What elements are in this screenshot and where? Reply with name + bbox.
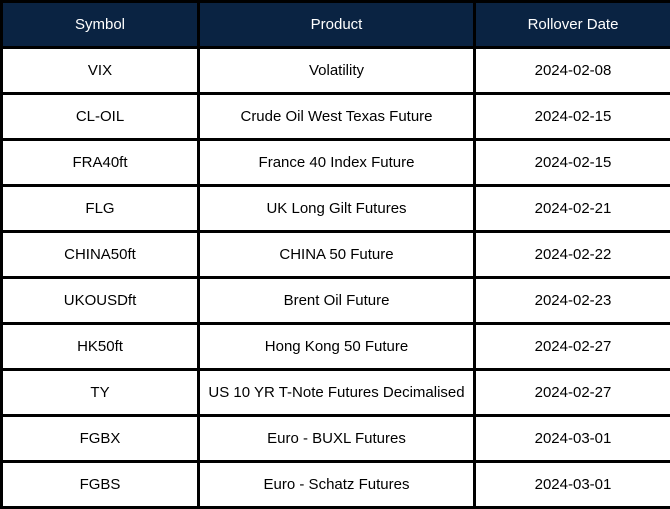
rollover-date-cell: 2024-02-08: [475, 48, 670, 94]
product-cell: US 10 YR T-Note Futures Decimalised: [199, 370, 475, 416]
product-cell: France 40 Index Future: [199, 140, 475, 186]
rollover-date-cell: 2024-02-15: [475, 140, 670, 186]
product-cell: CHINA 50 Future: [199, 232, 475, 278]
product-cell: Crude Oil West Texas Future: [199, 94, 475, 140]
table-row: FGBX Euro - BUXL Futures 2024-03-01: [2, 416, 670, 462]
product-cell: Euro - Schatz Futures: [199, 462, 475, 508]
rollover-date-cell: 2024-02-23: [475, 278, 670, 324]
product-cell: Brent Oil Future: [199, 278, 475, 324]
table-header-row: Symbol Product Rollover Date: [2, 2, 670, 48]
table-row: FLG UK Long Gilt Futures 2024-02-21: [2, 186, 670, 232]
table-row: FRA40ft France 40 Index Future 2024-02-1…: [2, 140, 670, 186]
symbol-cell: HK50ft: [2, 324, 199, 370]
table-row: CL-OIL Crude Oil West Texas Future 2024-…: [2, 94, 670, 140]
table-row: VIX Volatility 2024-02-08: [2, 48, 670, 94]
rollover-date-cell: 2024-02-15: [475, 94, 670, 140]
symbol-cell: FGBX: [2, 416, 199, 462]
product-cell: Euro - BUXL Futures: [199, 416, 475, 462]
symbol-cell: CL-OIL: [2, 94, 199, 140]
product-cell: Hong Kong 50 Future: [199, 324, 475, 370]
rollover-date-cell: 2024-02-21: [475, 186, 670, 232]
rollover-date-cell: 2024-02-22: [475, 232, 670, 278]
table-row: CHINA50ft CHINA 50 Future 2024-02-22: [2, 232, 670, 278]
product-cell: UK Long Gilt Futures: [199, 186, 475, 232]
symbol-cell: FRA40ft: [2, 140, 199, 186]
symbol-cell: VIX: [2, 48, 199, 94]
symbol-cell: TY: [2, 370, 199, 416]
table-row: TY US 10 YR T-Note Futures Decimalised 2…: [2, 370, 670, 416]
rollover-date-cell: 2024-03-01: [475, 416, 670, 462]
rollover-date-cell: 2024-02-27: [475, 324, 670, 370]
rollover-date-cell: 2024-03-01: [475, 462, 670, 508]
symbol-cell: CHINA50ft: [2, 232, 199, 278]
table-row: FGBS Euro - Schatz Futures 2024-03-01: [2, 462, 670, 508]
table-row: HK50ft Hong Kong 50 Future 2024-02-27: [2, 324, 670, 370]
rollover-date-cell: 2024-02-27: [475, 370, 670, 416]
column-header-rollover-date: Rollover Date: [475, 2, 670, 48]
product-cell: Volatility: [199, 48, 475, 94]
symbol-cell: FLG: [2, 186, 199, 232]
table-row: UKOUSDft Brent Oil Future 2024-02-23: [2, 278, 670, 324]
symbol-cell: FGBS: [2, 462, 199, 508]
column-header-product: Product: [199, 2, 475, 48]
symbol-cell: UKOUSDft: [2, 278, 199, 324]
column-header-symbol: Symbol: [2, 2, 199, 48]
